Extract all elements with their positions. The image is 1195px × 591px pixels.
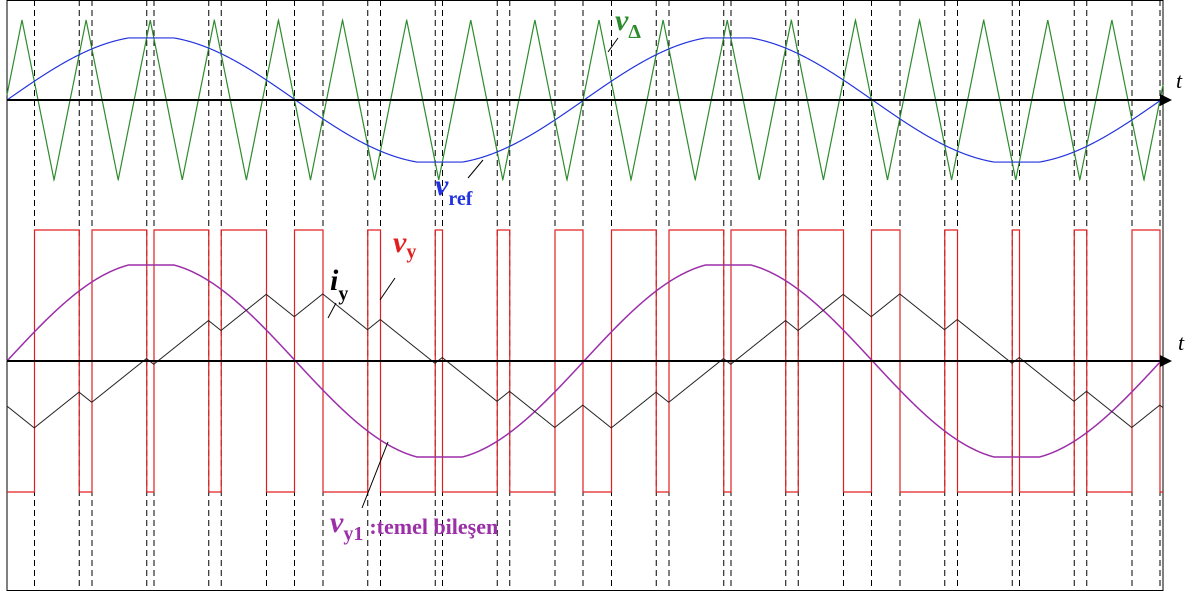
symbol: v (615, 4, 629, 37)
note: :temel bileşen (369, 514, 498, 539)
symbol: v (435, 169, 449, 202)
symbol: v (330, 506, 344, 539)
subscript: Δ (628, 21, 641, 43)
leader (361, 441, 389, 509)
subscript: ref (448, 188, 472, 210)
switching-instants (34, 0, 1161, 591)
fundamental (6, 264, 1164, 458)
leader (467, 159, 484, 179)
subscript: y (338, 283, 348, 305)
leader (327, 302, 337, 319)
leader (379, 277, 396, 301)
pwm-voltage (7, 229, 1163, 493)
waveforms (6, 18, 1164, 493)
symbol: i (330, 264, 339, 297)
subscript: y (406, 241, 416, 263)
carrier-triangle (6, 18, 1164, 182)
leader (607, 37, 619, 53)
symbol: v (393, 226, 407, 259)
axis-label: t (1176, 68, 1183, 93)
label-v-y1: vy1 :temel bileşen (330, 506, 498, 545)
label-v-delta: vΔ (615, 4, 641, 43)
axis-arrow (1160, 355, 1172, 367)
axis-label: t (1178, 330, 1185, 355)
label-i-y: iy (330, 264, 348, 305)
subscript: y1 (343, 523, 363, 545)
axis-arrow (1160, 94, 1172, 106)
load-current (6, 293, 1164, 429)
label-v-ref: vref (435, 169, 473, 210)
label-v-y: vy (393, 226, 416, 263)
